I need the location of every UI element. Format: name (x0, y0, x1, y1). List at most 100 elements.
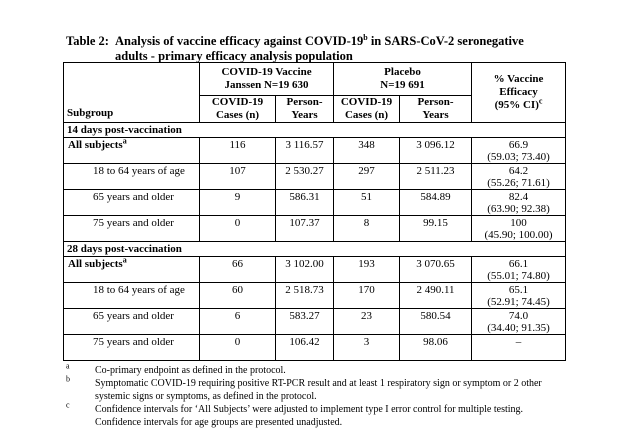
subgroup-cell: All subjectsa (63, 256, 200, 283)
placebo-person-years-header: Person- Years (399, 95, 473, 123)
subgroup-label: 65 years and older (93, 310, 174, 322)
subgroup-label: 18 to 64 years of age (93, 165, 185, 177)
vaccine-group-line1: COVID-19 Vaccine (221, 66, 312, 78)
table-caption-line1: Analysis of vaccine efficacy against COV… (115, 32, 586, 49)
placebo-person-years-cell: 2 511.23 (399, 163, 473, 190)
table-caption-line2: adults - primary efficacy analysis popul… (115, 49, 353, 63)
ve-ci: (52.91; 74.45) (487, 296, 550, 308)
ve-ci: (63.90; 92.38) (487, 203, 550, 215)
vaccine-efficacy-cell: 65.1 (52.91; 74.45) (471, 282, 567, 309)
subgroup-label: 75 years and older (93, 217, 174, 229)
vaccine-cases-cell: 0 (199, 215, 276, 242)
footnote-marker-letter: a (66, 361, 70, 371)
placebo-cases-cell: 170 (333, 282, 401, 309)
subgroup-cell: 65 years and older (63, 189, 200, 216)
footnote-marker: a (66, 361, 95, 377)
vaccine-cases-header: COVID-19 Cases (n) (199, 95, 276, 123)
py-header-line2: Years (291, 109, 318, 121)
ve-ci: (55.01; 74.80) (487, 270, 550, 282)
subgroup-cell: 75 years and older (63, 215, 200, 242)
placebo-cases-cell: 23 (333, 308, 401, 335)
vaccine-efficacy-cell: 100 (45.90; 100.00) (471, 215, 567, 242)
ve-value: 82.4 (508, 191, 529, 203)
table-title: Table 2: Analysis of vaccine efficacy ag… (66, 32, 586, 64)
placebo-cases-cell: 51 (333, 189, 401, 216)
placebo-group-header: Placebo N=19 691 (333, 62, 473, 96)
cases-header-line2: Cases (n) (344, 109, 389, 121)
vaccine-cases-cell: 66 (199, 256, 276, 283)
ve-value: 100 (510, 217, 527, 229)
ve-ci: (55.26; 71.61) (487, 177, 550, 189)
vaccine-efficacy-cell: 82.4 (63.90; 92.38) (471, 189, 567, 216)
vaccine-person-years-header: Person- Years (274, 95, 335, 123)
placebo-group-line2: N=19 691 (380, 79, 425, 91)
ve-header-line3: (95% CI)c (473, 96, 565, 112)
vaccine-cases-cell: 60 (199, 282, 276, 309)
ve-value: – (515, 336, 522, 348)
vaccine-cases-cell: 6 (199, 308, 276, 335)
vaccine-efficacy-cell: 66.9 (59.03; 73.40) (471, 137, 567, 164)
ve-value: 64.2 (508, 165, 529, 177)
footnote-line: systemic signs or symptoms, as defined i… (95, 391, 317, 402)
ve-value: 66.1 (508, 258, 529, 270)
data-row: 18 to 64 years of age 107 2 530.27 297 2 511… (63, 163, 567, 190)
group-header-row: Subgroup COVID-19 Vaccine Janssen N=19 6… (63, 62, 567, 123)
cases-header-line1: COVID-19 (211, 96, 264, 109)
vaccine-group-header: COVID-19 Vaccine Janssen N=19 630 (198, 62, 335, 96)
footnotes: a Co-primary endpoint as defined in the … (66, 361, 606, 429)
vaccine-group-line2: Janssen N=19 630 (224, 79, 309, 91)
placebo-person-years-cell: 2 490.11 (399, 282, 473, 309)
ve-ci: (45.90; 100.00) (484, 229, 553, 241)
vaccine-cases-cell: 0 (199, 334, 276, 361)
subgroup-cell: 75 years and older (63, 334, 200, 361)
ve-ci: (34.40; 91.35) (487, 322, 550, 334)
placebo-cases-cell: 193 (333, 256, 401, 283)
footnote-text: Symptomatic COVID-19 requiring positive … (95, 377, 542, 403)
footnote-text: Co-primary endpoint as defined in the pr… (95, 364, 286, 377)
footnote-ref-a: a (122, 256, 127, 265)
subgroup-cell: All subjectsa (63, 137, 200, 164)
footnote-ref-a: a (122, 137, 127, 146)
footnote-a: a Co-primary endpoint as defined in the … (66, 361, 606, 377)
footnote-c: c Confidence intervals for ‘All Subjects… (66, 400, 606, 429)
vaccine-person-years-cell: 2 530.27 (274, 163, 335, 190)
vaccine-person-years-cell: 106.42 (274, 334, 335, 361)
footnote-line: Co-primary endpoint as defined in the pr… (95, 365, 286, 376)
vaccine-person-years-cell: 583.27 (274, 308, 335, 335)
data-row: 65 years and older 9 586.31 51 584.89 82.4 (63… (63, 189, 567, 216)
placebo-person-years-cell: 3 070.65 (399, 256, 473, 283)
subgroup-label: 75 years and older (93, 336, 174, 348)
footnote-line: Symptomatic COVID-19 requiring positive … (95, 378, 542, 389)
placebo-cases-cell: 297 (333, 163, 401, 190)
section-header-cell: 28 days post-vaccination (62, 241, 567, 257)
ve-value: 74.0 (508, 310, 529, 322)
cases-header-line1: COVID-19 (340, 96, 393, 109)
table-body: 14 days post-vaccination All subjectsa 116… (62, 122, 567, 361)
footnote-ref-b: b (363, 32, 368, 42)
vaccine-efficacy-cell: 66.1 (55.01; 74.80) (471, 256, 567, 283)
placebo-person-years-cell: 3 096.12 (399, 137, 473, 164)
footnote-marker-letter: c (66, 400, 70, 410)
ve-header-line1: % Vaccine (493, 73, 544, 85)
placebo-cases-cell: 8 (333, 215, 401, 242)
section-header-row: 28 days post-vaccination (62, 241, 567, 257)
footnote-ref-c: c (538, 96, 543, 106)
footnote-marker: c (66, 400, 95, 429)
footnote-marker: b (66, 374, 95, 403)
footnote-marker-letter: b (66, 374, 70, 384)
table-number-label: Table 2: (66, 34, 109, 48)
placebo-cases-cell: 348 (333, 137, 401, 164)
subgroup-cell: 65 years and older (63, 308, 200, 335)
placebo-person-years-cell: 98.06 (399, 334, 473, 361)
efficacy-table: Subgroup COVID-19 Vaccine Janssen N=19 6… (62, 62, 567, 361)
ve-value: 66.9 (508, 139, 529, 151)
caption-text: Analysis of vaccine efficacy against COV… (115, 34, 364, 48)
py-header-line1: Person- (286, 96, 323, 109)
table-header: Subgroup COVID-19 Vaccine Janssen N=19 6… (63, 62, 567, 123)
sub-header-row: COVID-19 Cases (n) Person- Years COVID-1… (64, 95, 566, 123)
ve-ci-text: (95% CI) (494, 99, 539, 111)
placebo-person-years-cell: 580.54 (399, 308, 473, 335)
vaccine-person-years-cell: 3 116.57 (274, 137, 335, 164)
data-row: 65 years and older 6 583.27 23 580.54 74.0 (34… (63, 308, 567, 335)
vaccine-efficacy-cell: – (471, 334, 567, 361)
